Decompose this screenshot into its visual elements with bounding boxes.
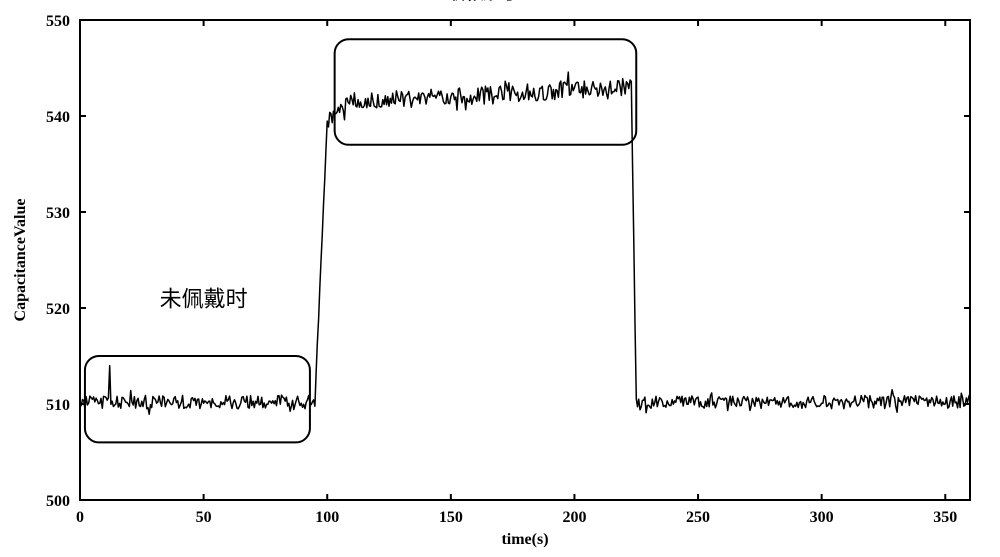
y-tick-label: 510: [46, 397, 70, 414]
x-tick-label: 250: [686, 509, 710, 526]
chart-bg: [0, 0, 1000, 557]
x-tick-label: 0: [76, 509, 84, 526]
x-tick-label: 350: [933, 509, 957, 526]
y-tick-label: 540: [46, 109, 70, 126]
x-tick-label: 100: [315, 509, 339, 526]
x-tick-label: 50: [196, 509, 212, 526]
y-tick-label: 530: [46, 205, 70, 222]
x-tick-label: 200: [562, 509, 586, 526]
x-tick-label: 300: [810, 509, 834, 526]
capacitance-chart: 0 50 100 150 200 250 300 350 500 510 520 530 540 550 t…: [0, 0, 1000, 557]
y-tick-label: 550: [46, 13, 70, 30]
annotation-label-not-worn: 未佩戴时: [160, 286, 248, 311]
y-axis-label: CapacitanceValue: [12, 199, 29, 322]
y-tick-label: 500: [46, 493, 70, 510]
annotation-label-worn: 佩戴时: [450, 0, 516, 4]
x-tick-label: 150: [439, 509, 463, 526]
y-tick-label: 520: [46, 301, 70, 318]
x-axis-label: time(s): [501, 531, 548, 548]
